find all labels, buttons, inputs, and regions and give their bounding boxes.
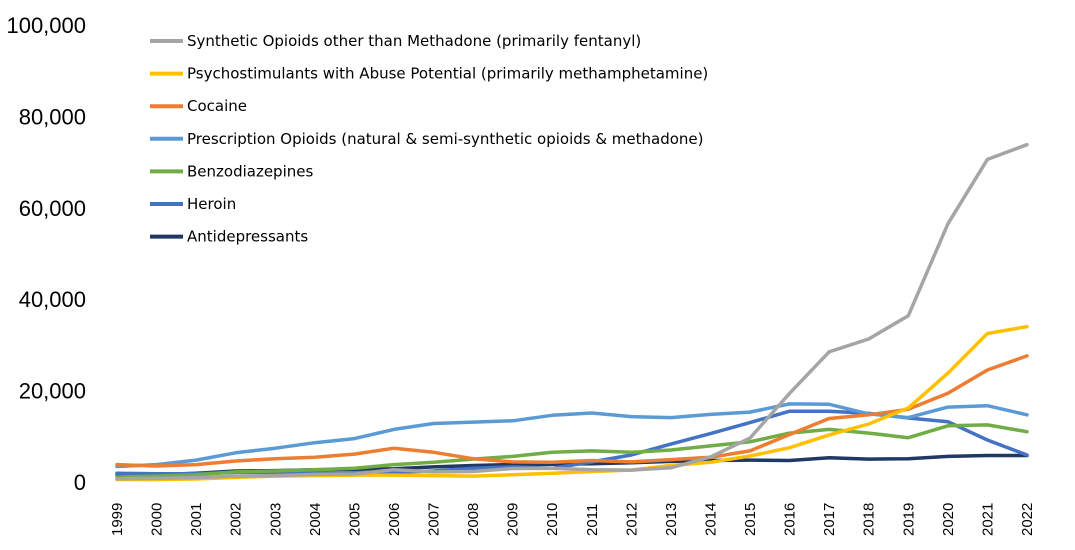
x-tick-label: 2002 [228, 503, 245, 536]
y-tick-label: 100,000 [6, 13, 86, 38]
x-tick-label: 2017 [821, 503, 838, 536]
y-tick-label: 40,000 [19, 287, 86, 312]
legend-label: Heroin [187, 195, 236, 213]
x-tick-label: 2001 [188, 503, 205, 536]
x-tick-label: 2022 [1019, 503, 1036, 536]
legend: Synthetic Opioids other than Methadone (… [150, 32, 708, 246]
x-tick-label: 2018 [861, 503, 878, 536]
legend-label: Benzodiazepines [187, 162, 313, 180]
x-tick-label: 2006 [386, 503, 403, 536]
x-tick-label: 2008 [465, 503, 482, 536]
x-tick-label: 2013 [663, 503, 680, 536]
x-tick-label: 2019 [900, 503, 917, 536]
series-line [115, 409, 1029, 476]
x-tick-label: 2021 [979, 503, 996, 536]
x-axis: 1999 2000 2001 2002 2003 2004 2005 2006 2007 2008… [109, 503, 1036, 536]
x-tick-label: 2011 [584, 504, 601, 536]
legend-label: Prescription Opioids (natural & semi-syn… [187, 130, 704, 148]
x-tick-label: 2015 [742, 503, 759, 536]
legend-label: Psychostimulants with Abuse Potential (p… [187, 65, 708, 83]
legend-label: Cocaine [187, 97, 247, 115]
y-tick-label: 80,000 [19, 104, 86, 129]
x-tick-label: 1999 [109, 503, 126, 536]
x-tick-label: 2005 [346, 503, 363, 536]
x-tick-label: 2000 [149, 503, 166, 536]
x-tick-label: 2016 [782, 503, 799, 536]
series-line [115, 423, 1029, 479]
y-tick-label: 60,000 [19, 196, 86, 221]
legend-label: Antidepressants [187, 228, 308, 246]
series-lines [115, 142, 1029, 482]
x-tick-label: 2009 [505, 503, 522, 536]
x-tick-label: 2012 [623, 503, 640, 536]
y-tick-label: 20,000 [19, 379, 86, 404]
x-tick-label: 2003 [267, 503, 284, 536]
y-axis: 0 20,000 40,000 60,000 80,000 100,000 [6, 13, 86, 495]
x-tick-label: 2010 [544, 503, 561, 536]
x-tick-label: 2020 [940, 503, 957, 536]
x-tick-label: 2007 [426, 503, 443, 536]
y-tick-label: 0 [74, 470, 86, 495]
series-line [115, 354, 1029, 468]
legend-label: Synthetic Opioids other than Methadone (… [187, 32, 641, 50]
x-tick-label: 2004 [307, 503, 324, 536]
series-line [115, 142, 1029, 481]
x-tick-label: 2014 [702, 503, 719, 536]
series-line [115, 324, 1029, 482]
